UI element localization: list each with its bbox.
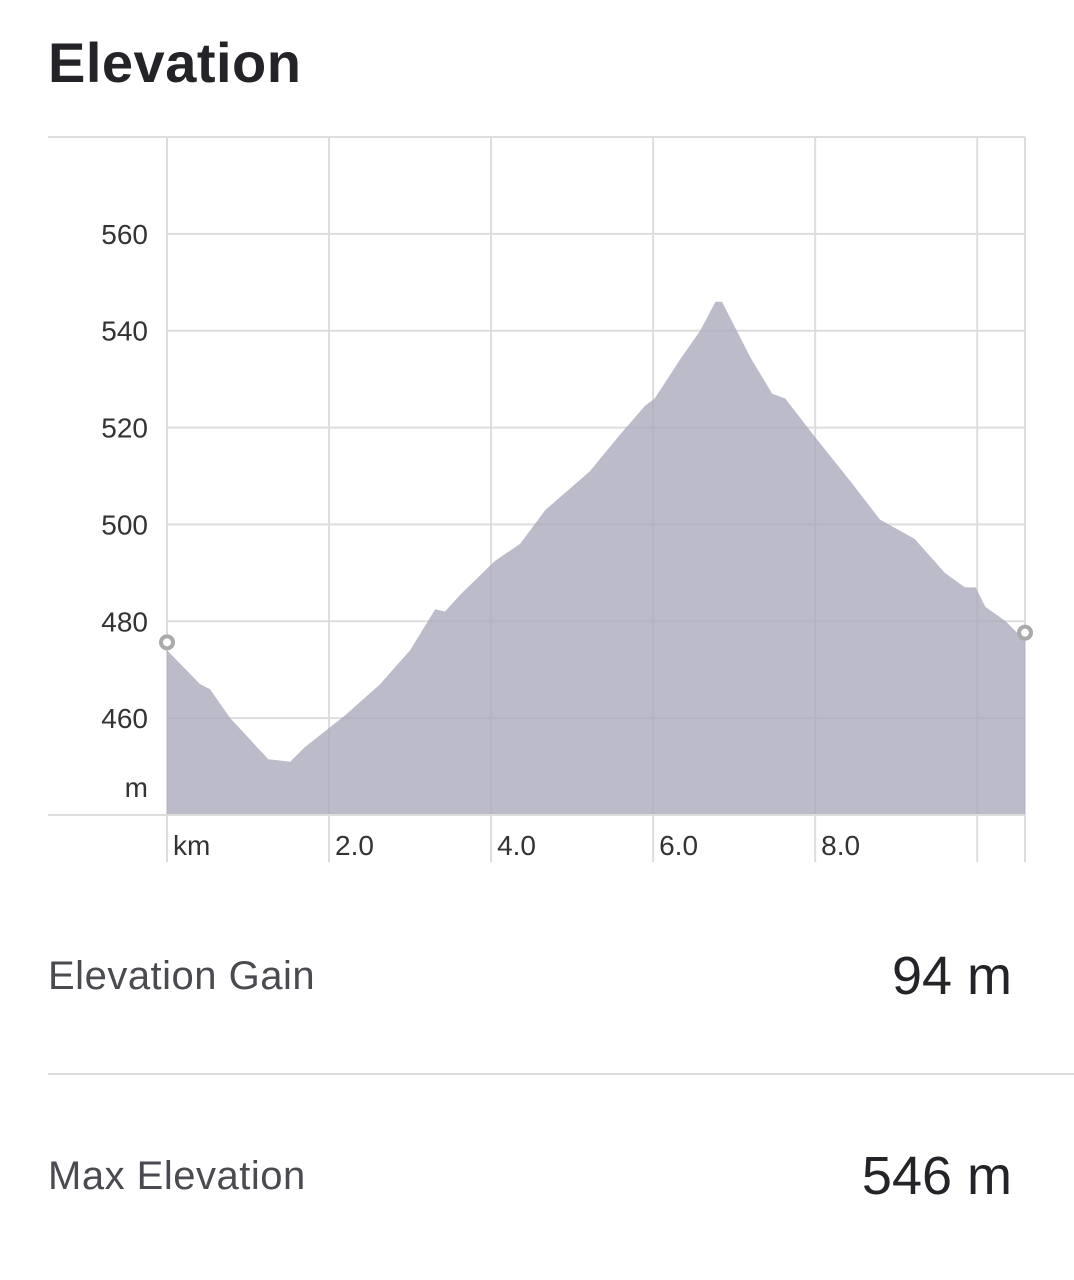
stat-value: 546 m (861, 1146, 1012, 1206)
y-tick-label: 460 (101, 703, 148, 734)
stat-label: Max Elevation (48, 1153, 306, 1198)
divider (48, 1073, 1074, 1075)
elevation-area (167, 301, 1025, 815)
x-tick-label: 6.0 (659, 830, 698, 861)
end-marker (1017, 624, 1033, 641)
stat-label: Elevation Gain (48, 953, 316, 998)
y-tick-label: 480 (101, 606, 148, 637)
x-tick-label: 4.0 (497, 830, 536, 861)
y-tick-label: 500 (101, 509, 148, 540)
x-tick-label: 2.0 (335, 830, 374, 861)
y-tick-label: 560 (101, 219, 148, 250)
stat-value: 94 m (891, 946, 1012, 1006)
start-marker (159, 634, 175, 651)
y-axis-unit-label: m (125, 772, 148, 803)
stat-max-elevation: Max Elevation 546 m (48, 1145, 1012, 1207)
stat-elevation-gain: Elevation Gain 94 m (48, 945, 1012, 1007)
x-tick-label: 8.0 (821, 830, 860, 861)
elevation-chart: 460 480 500 520 540 560 m 2.0 4.0 6.0 8.0 km (48, 136, 1033, 862)
x-axis-unit-label: km (173, 830, 210, 861)
y-tick-label: 520 (101, 413, 148, 444)
y-tick-label: 540 (101, 316, 148, 347)
section-title: Elevation (48, 31, 302, 94)
